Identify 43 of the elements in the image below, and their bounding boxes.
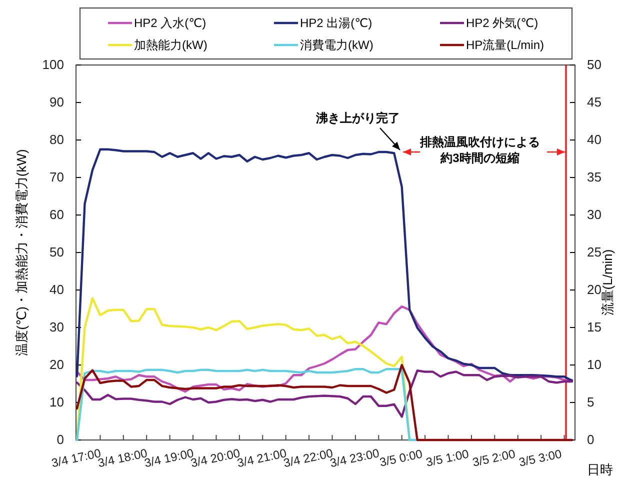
y2-tick-label: 45 (587, 94, 602, 110)
y2-tick-label: 5 (587, 394, 594, 410)
legend-label: 消費電力(kW) (300, 38, 374, 52)
legend-label: HP2 外気(℃) (466, 16, 538, 30)
y2-tick-label: 35 (587, 170, 602, 185)
annotation: 沸き上がり完了 (315, 111, 400, 125)
line-series (76, 370, 574, 418)
y-axis-title: 温度(℃)・加熱能力・消費電力(kW) (14, 149, 29, 356)
x-tick-label: 3/5 0:00 (378, 446, 424, 470)
annotation: 排熱温風吹付けによる約3時間の短縮 (419, 135, 540, 165)
legend-label: HP2 入水(℃) (134, 16, 206, 30)
y-tick-label: 50 (50, 244, 64, 260)
y2-tick-label: 15 (587, 320, 602, 335)
legend-label: HP流量(L/min) (466, 38, 544, 52)
line-series (76, 305, 574, 393)
y-tick-label: 20 (50, 357, 64, 372)
legend-label: HP2 出湯(℃) (300, 16, 372, 30)
y-tick-label: 30 (50, 320, 64, 335)
line-series (76, 364, 574, 442)
y-tick-label: 100 (42, 57, 64, 72)
y2-tick-label: 30 (587, 207, 602, 222)
y2-axis-title: 流量(L/min) (600, 249, 615, 316)
y-tick-label: 80 (50, 132, 64, 148)
y2-tick-label: 0 (587, 432, 594, 448)
y2-tick-label: 50 (587, 57, 602, 72)
y2-tick-label: 40 (587, 132, 602, 148)
y-tick-label: 90 (50, 94, 64, 110)
x-axis-title: 日時 (587, 462, 613, 477)
y2-tick-label: 10 (587, 357, 602, 372)
line-series (76, 297, 411, 442)
line-series (76, 148, 574, 382)
y-tick-label: 40 (50, 282, 64, 298)
x-tick-label: 3/5 1:00 (424, 446, 470, 470)
x-tick-label: 3/5 3:00 (518, 446, 564, 470)
y-tick-label: 10 (50, 394, 64, 410)
y2-tick-label: 25 (587, 244, 602, 260)
y-tick-label: 70 (50, 170, 64, 185)
line-series (76, 368, 418, 442)
legend-label: 加熱能力(kW) (134, 38, 208, 52)
y-tick-label: 60 (50, 207, 64, 222)
y2-tick-label: 20 (587, 282, 602, 298)
x-tick-label: 3/5 2:00 (471, 446, 517, 470)
y-tick-label: 0 (56, 432, 64, 448)
